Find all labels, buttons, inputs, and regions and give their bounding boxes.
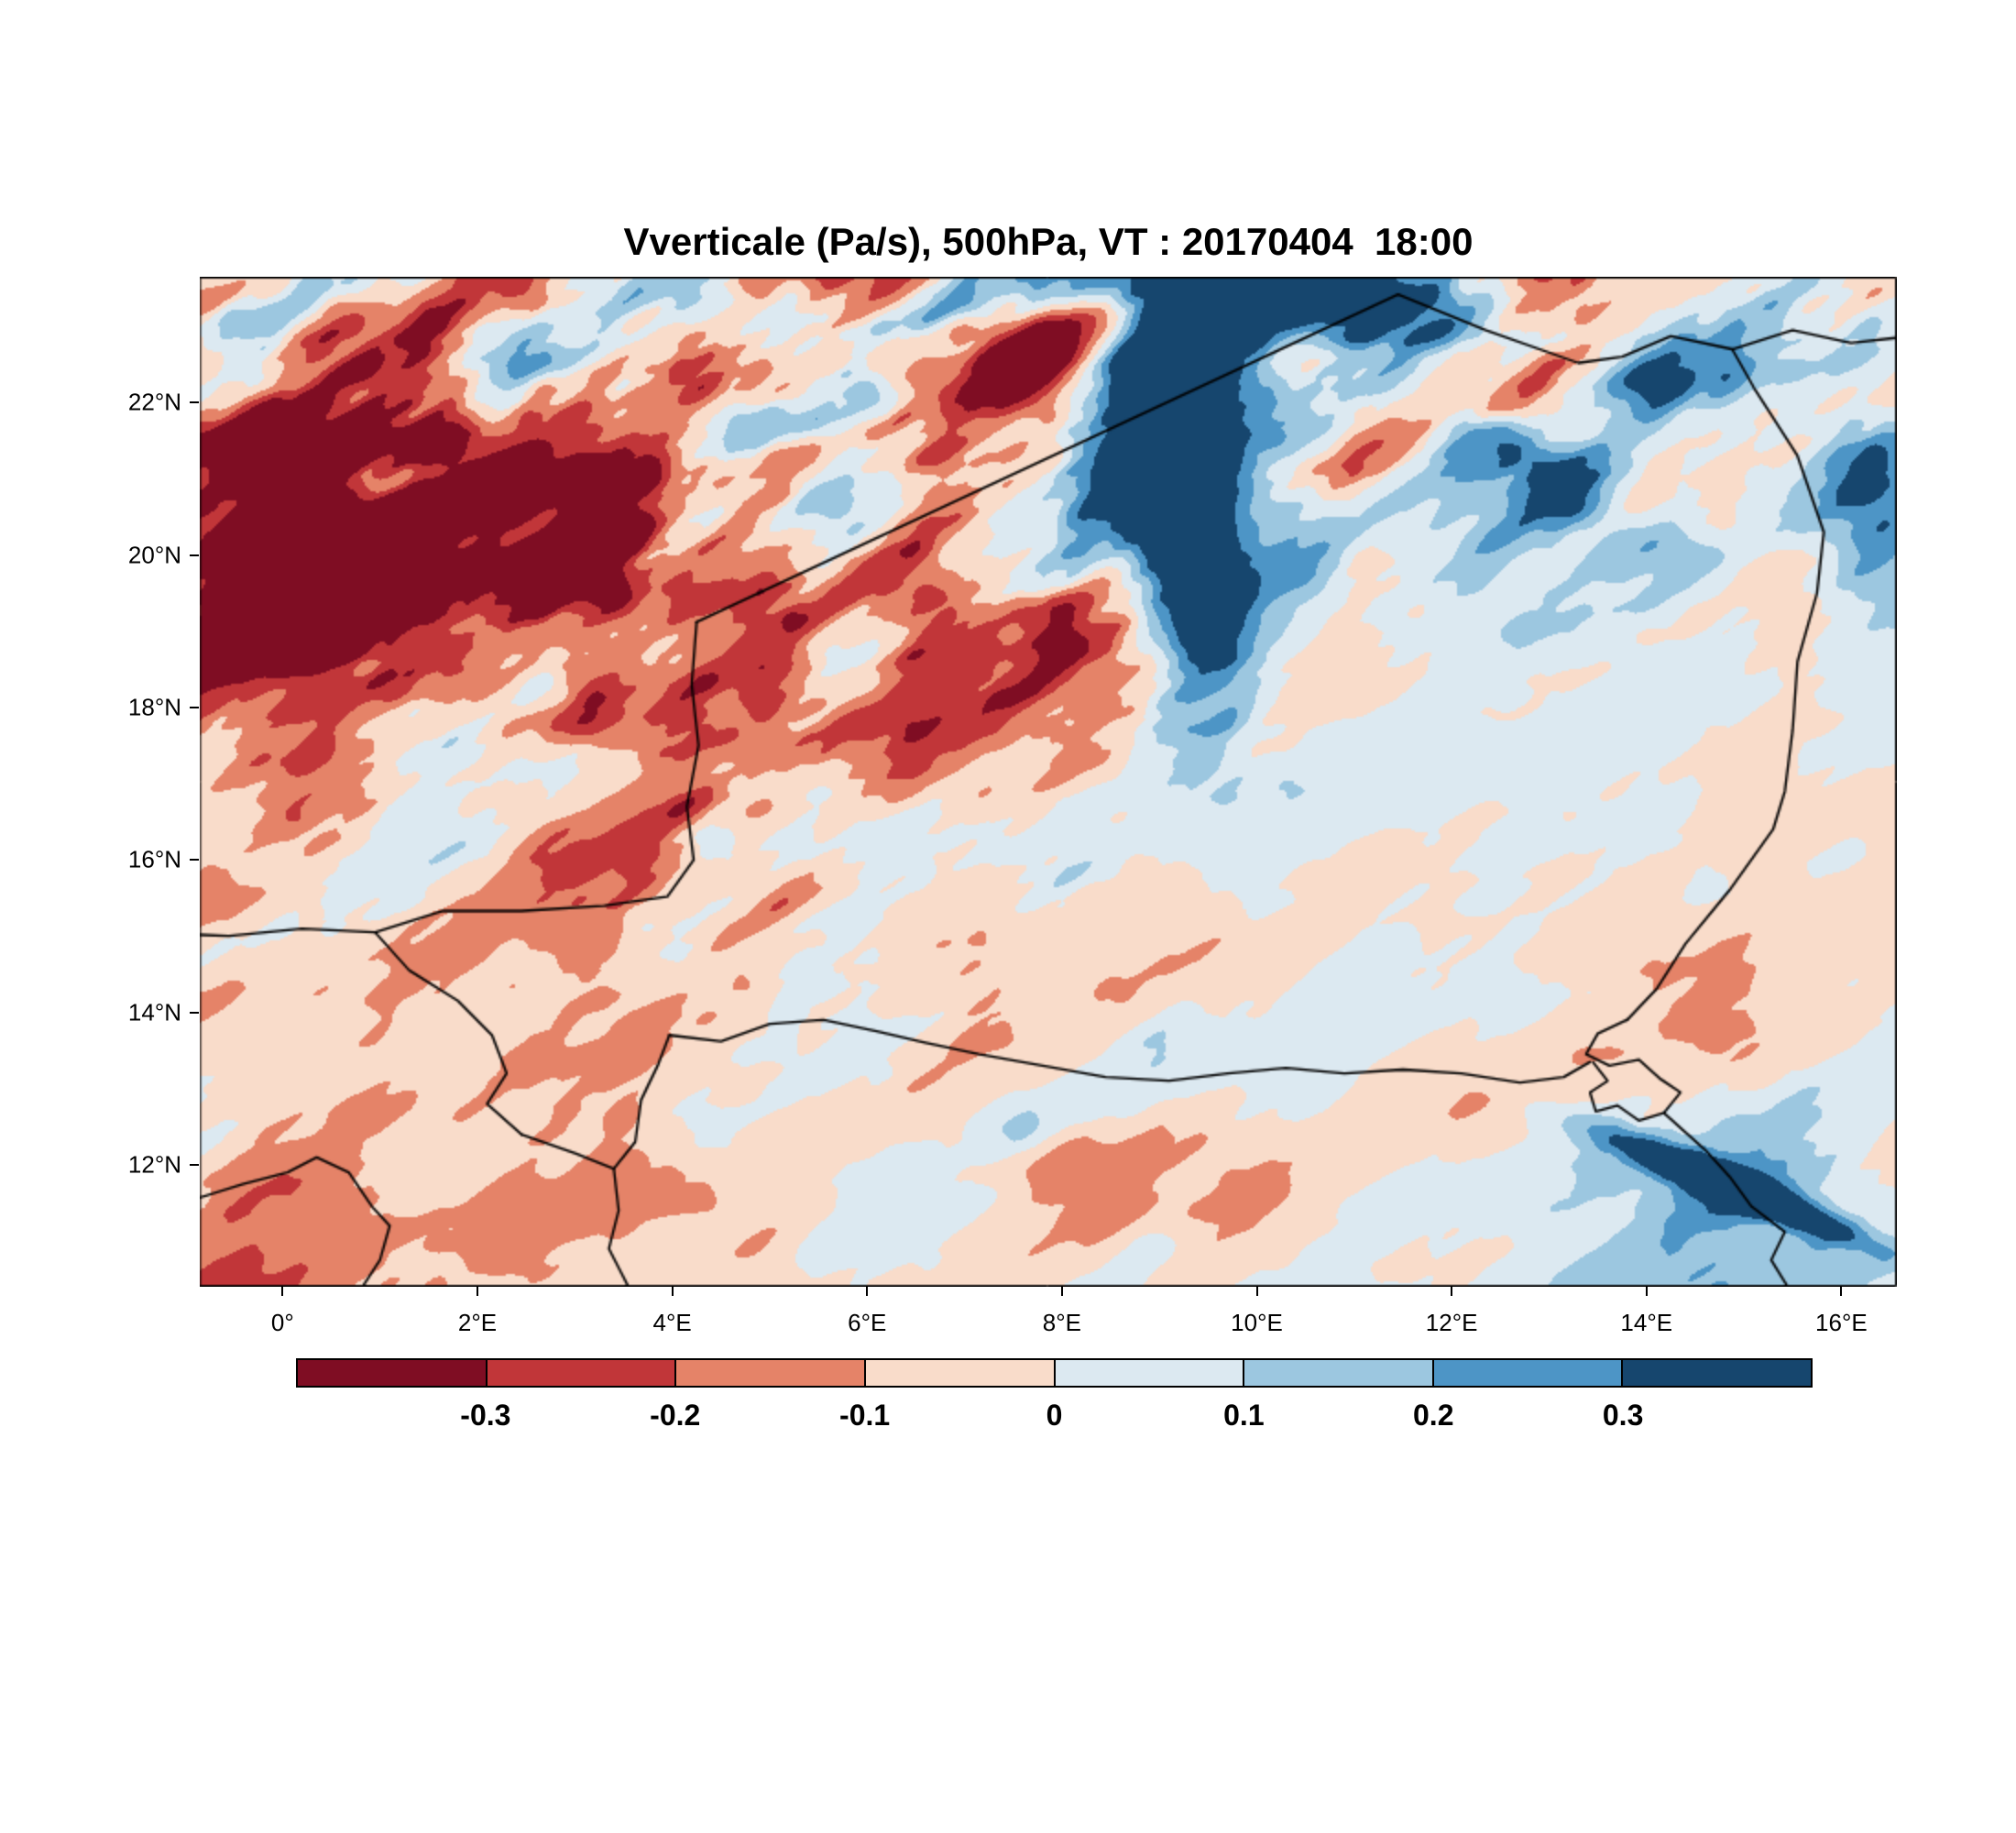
x-tick-mark <box>866 1287 869 1296</box>
y-tick-label: 14°N <box>127 998 181 1026</box>
y-tick-label: 16°N <box>127 845 181 873</box>
colorbar-segment <box>298 1360 488 1386</box>
colorbar-segment <box>1244 1360 1434 1386</box>
x-tick-label: 10°E <box>1231 1309 1283 1336</box>
vertical-velocity-field-canvas <box>200 277 1897 1287</box>
x-tick-label: 12°E <box>1425 1309 1478 1336</box>
x-tick-mark <box>476 1287 478 1296</box>
x-tick-label: 16°E <box>1815 1309 1868 1336</box>
colorbar-segment <box>1433 1360 1624 1386</box>
x-tick-label: 4°E <box>652 1309 692 1336</box>
colorbar-tick-label: 0.3 <box>1602 1399 1644 1432</box>
colorbar-segment <box>487 1360 677 1386</box>
colorbar-tick-label: 0.2 <box>1413 1399 1454 1432</box>
x-tick-mark <box>1451 1287 1453 1296</box>
colorbar-tick-label: 0.1 <box>1223 1399 1265 1432</box>
colorbar-tick-label: 0 <box>1046 1399 1063 1432</box>
y-tick-mark <box>190 706 199 708</box>
x-tick-mark <box>1645 1287 1648 1296</box>
x-tick-mark <box>281 1287 284 1296</box>
y-tick-mark <box>190 859 199 862</box>
y-tick-label: 18°N <box>127 693 181 721</box>
y-tick-label: 22°N <box>127 388 181 416</box>
x-tick-mark <box>671 1287 674 1296</box>
y-tick-mark <box>190 1163 199 1166</box>
chart-title: Vverticale (Pa/s), 500hPa, VT : 20170404… <box>623 220 1474 263</box>
colorbar-tick-label: -0.2 <box>650 1399 701 1432</box>
x-tick-label: 14°E <box>1620 1309 1673 1336</box>
y-tick-label: 20°N <box>127 541 181 569</box>
colorbar-tick-label: -0.1 <box>839 1399 891 1432</box>
colorbar-segment <box>865 1360 1056 1386</box>
colorbar-tick-label: -0.3 <box>460 1399 511 1432</box>
x-tick-label: 6°E <box>848 1309 887 1336</box>
x-tick-label: 8°E <box>1042 1309 1081 1336</box>
colorbar-segment <box>1055 1360 1245 1386</box>
x-tick-mark <box>1255 1287 1258 1296</box>
colorbar <box>296 1358 1813 1388</box>
colorbar-segment <box>1623 1360 1811 1386</box>
x-tick-mark <box>1060 1287 1063 1296</box>
colorbar-segment <box>676 1360 866 1386</box>
y-tick-mark <box>190 554 199 556</box>
y-tick-mark <box>190 1011 199 1014</box>
x-tick-label: 2°E <box>457 1309 498 1336</box>
y-tick-label: 12°N <box>127 1150 181 1179</box>
y-tick-mark <box>190 401 199 404</box>
x-tick-label: 0° <box>270 1309 294 1336</box>
x-tick-mark <box>1840 1287 1843 1296</box>
